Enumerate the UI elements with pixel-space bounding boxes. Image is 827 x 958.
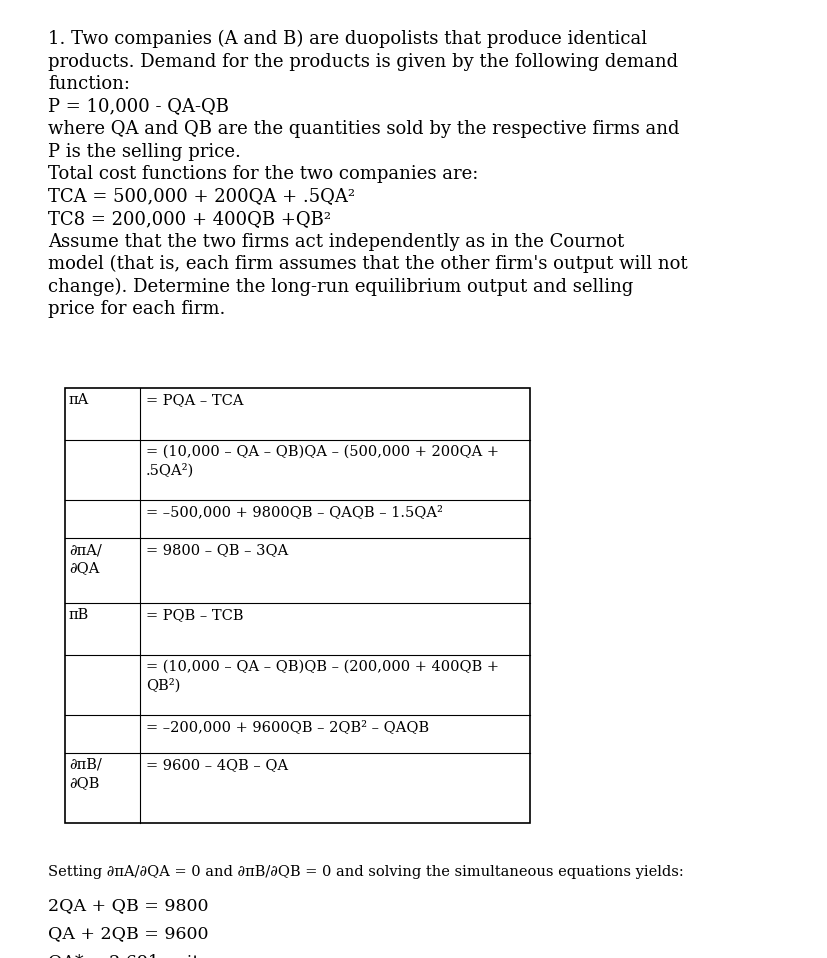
- Text: = –200,000 + 9600QB – 2QB² – QAQB: = –200,000 + 9600QB – 2QB² – QAQB: [146, 720, 428, 734]
- Text: = 9800 – QB – 3QA: = 9800 – QB – 3QA: [146, 543, 288, 557]
- Text: price for each firm.: price for each firm.: [48, 300, 225, 318]
- Text: ∂πB/
∂QB: ∂πB/ ∂QB: [69, 758, 102, 790]
- Text: Setting ∂πA/∂QA = 0 and ∂πB/∂QB = 0 and solving the simultaneous equations yield: Setting ∂πA/∂QA = 0 and ∂πB/∂QB = 0 and …: [48, 865, 683, 879]
- Text: QA* = 2,691 units: QA* = 2,691 units: [48, 953, 208, 958]
- Text: ∂πA/
∂QA: ∂πA/ ∂QA: [69, 543, 102, 576]
- Text: QA + 2QB = 9600: QA + 2QB = 9600: [48, 925, 208, 942]
- Bar: [65, 388, 529, 823]
- Text: TC8 = 200,000 + 400QB +QB²: TC8 = 200,000 + 400QB +QB²: [48, 210, 331, 228]
- Text: P is the selling price.: P is the selling price.: [48, 143, 241, 161]
- Text: = PQB – TCB: = PQB – TCB: [146, 608, 243, 622]
- Text: Total cost functions for the two companies are:: Total cost functions for the two compani…: [48, 165, 478, 183]
- Text: Assume that the two firms act independently as in the Cournot: Assume that the two firms act independen…: [48, 233, 624, 250]
- Text: = PQA – TCA: = PQA – TCA: [146, 393, 243, 407]
- Text: 1. Two companies (A and B) are duopolists that produce identical: 1. Two companies (A and B) are duopolist…: [48, 30, 647, 48]
- Text: TCA = 500,000 + 200QA + .5QA²: TCA = 500,000 + 200QA + .5QA²: [48, 188, 355, 206]
- Text: products. Demand for the products is given by the following demand: products. Demand for the products is giv…: [48, 53, 677, 71]
- Text: change). Determine the long-run equilibrium output and selling: change). Determine the long-run equilibr…: [48, 278, 633, 296]
- Text: = (10,000 – QA – QB)QA – (500,000 + 200QA +
.5QA²): = (10,000 – QA – QB)QA – (500,000 + 200Q…: [146, 445, 499, 478]
- Text: = –500,000 + 9800QB – QAQB – 1.5QA²: = –500,000 + 9800QB – QAQB – 1.5QA²: [146, 505, 442, 519]
- Text: 2QA + QB = 9800: 2QA + QB = 9800: [48, 897, 208, 914]
- Text: model (that is, each firm assumes that the other firm's output will not: model (that is, each firm assumes that t…: [48, 255, 686, 273]
- Text: = (10,000 – QA – QB)QB – (200,000 + 400QB +
QB²): = (10,000 – QA – QB)QB – (200,000 + 400Q…: [146, 660, 499, 693]
- Text: = 9600 – 4QB – QA: = 9600 – 4QB – QA: [146, 758, 288, 772]
- Text: πA: πA: [69, 393, 89, 407]
- Text: function:: function:: [48, 75, 130, 93]
- Text: where QA and QB are the quantities sold by the respective firms and: where QA and QB are the quantities sold …: [48, 120, 679, 138]
- Text: πB: πB: [69, 608, 89, 622]
- Text: P = 10,000 - QA-QB: P = 10,000 - QA-QB: [48, 98, 229, 116]
